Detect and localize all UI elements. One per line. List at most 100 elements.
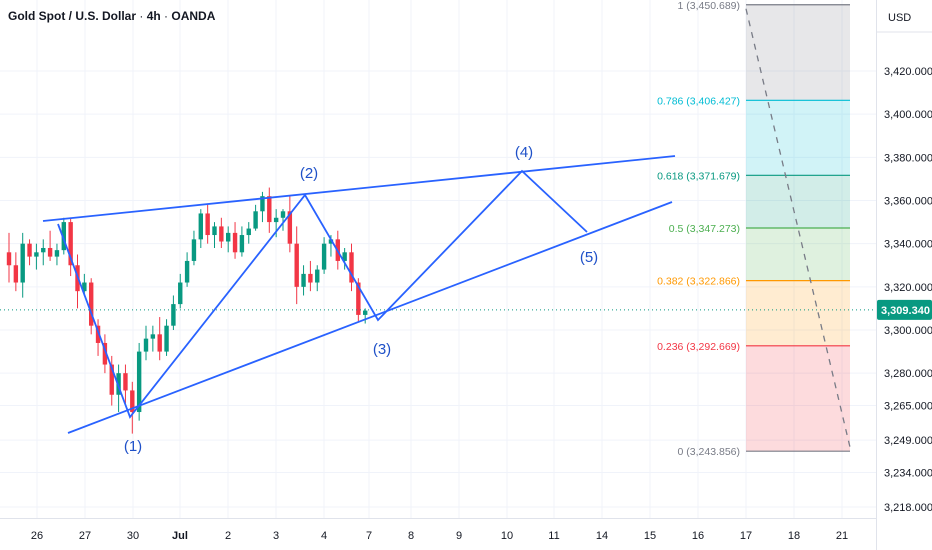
candle xyxy=(109,355,114,406)
time-tick-label: Jul xyxy=(172,530,188,542)
price-tick-label: 3,360.000 xyxy=(884,196,932,208)
fibonacci-retracement[interactable]: 1 (3,450.689) 0.786 (3,406.427) 0.618 (3,3… xyxy=(657,0,851,458)
fib-level-label: 0 (3,243.856) xyxy=(678,446,740,458)
price-tick-label: 3,320.000 xyxy=(884,282,932,294)
price-tick-label: 3,400.000 xyxy=(884,109,932,121)
candle xyxy=(61,217,66,255)
time-tick-label: 9 xyxy=(456,530,462,542)
time-tick-label: 2 xyxy=(225,530,231,542)
candle-body xyxy=(280,211,286,218)
candle xyxy=(157,317,162,361)
candle-body xyxy=(109,364,114,395)
candle xyxy=(150,325,156,352)
time-tick-label: 8 xyxy=(408,530,414,542)
fib-level-label: 0.382 (3,322.866) xyxy=(657,276,740,288)
symbol-name: Gold Spot / U.S. Dollar xyxy=(8,9,137,23)
candle-body xyxy=(20,243,25,283)
price-tick-label: 3,420.000 xyxy=(884,66,932,78)
time-axis[interactable]: 26 27 30 Jul 2 3 4 7 8 9 10 11 14 15 16 17 18 21 xyxy=(0,518,876,550)
candle xyxy=(198,209,203,248)
price-tick-label: 3,265.000 xyxy=(884,401,932,413)
candle xyxy=(294,226,299,305)
price-tick-label: 3,300.000 xyxy=(884,325,932,337)
wave-path xyxy=(57,169,588,419)
candle xyxy=(315,265,320,292)
candle-body xyxy=(239,235,245,253)
candle-body xyxy=(27,243,32,257)
candle xyxy=(219,217,224,248)
candle xyxy=(226,226,231,253)
candle-body xyxy=(164,325,169,352)
candle-body xyxy=(47,247,53,257)
currency-label: USD xyxy=(888,12,911,24)
candle xyxy=(164,319,169,356)
candle-body xyxy=(363,310,368,315)
time-tick-label: 18 xyxy=(788,530,800,542)
time-axis-background xyxy=(0,518,876,550)
wave-label: (2) xyxy=(300,165,318,182)
candle xyxy=(363,308,368,324)
chart-grid xyxy=(0,0,876,518)
fib-level-label: 0.618 (3,371.679) xyxy=(657,170,740,182)
candle xyxy=(191,230,197,266)
candle xyxy=(89,278,94,335)
candle-body xyxy=(54,250,60,257)
candle-body xyxy=(253,211,258,229)
fib-zone xyxy=(746,100,850,176)
candle xyxy=(205,204,210,244)
candle-body xyxy=(13,265,19,283)
time-tick-label: 7 xyxy=(366,530,372,542)
time-tick-label: 27 xyxy=(79,530,91,542)
candle xyxy=(301,265,306,296)
candle-body xyxy=(219,226,224,242)
chart-title: Gold Spot / U.S. Dollar · 4h · OANDA xyxy=(8,9,216,23)
candle-body xyxy=(260,196,265,212)
price-axis[interactable]: USD 3,218.000 3,234.000 3,249.000 3,265.000 3… xyxy=(876,0,932,550)
candle-body xyxy=(184,260,190,283)
candle xyxy=(239,226,245,257)
candle xyxy=(342,247,347,270)
candle xyxy=(184,252,190,287)
time-tick-label: 15 xyxy=(644,530,656,542)
candle-body xyxy=(191,239,197,261)
candle-body xyxy=(95,325,101,343)
candle-body xyxy=(6,252,12,266)
fib-zone xyxy=(746,227,850,281)
last-price-label: 3,309.340 xyxy=(881,305,930,317)
candle xyxy=(102,334,108,374)
time-tick-label: 11 xyxy=(548,530,559,542)
time-tick-label: 3 xyxy=(273,530,279,542)
candle xyxy=(212,222,217,248)
candle xyxy=(246,222,251,244)
wave-label: (5) xyxy=(580,249,598,266)
fib-level-label: 1 (3,450.689) xyxy=(678,0,740,12)
price-tick-label: 3,380.000 xyxy=(884,152,932,164)
candle xyxy=(171,295,176,331)
candle-body xyxy=(246,228,251,236)
price-tick-label: 3,280.000 xyxy=(884,368,932,380)
candle-body xyxy=(157,334,162,352)
candle-body xyxy=(150,334,156,339)
candle-body xyxy=(61,222,66,251)
candle xyxy=(123,364,128,404)
candle xyxy=(20,232,25,298)
candle xyxy=(27,239,32,266)
wave-label: (3) xyxy=(373,341,391,358)
price-tick-label: 3,249.000 xyxy=(884,435,932,447)
candle xyxy=(47,230,53,261)
fib-level-label: 0.786 (3,406.427) xyxy=(657,95,740,107)
candle xyxy=(6,232,12,283)
candle xyxy=(321,237,327,274)
candle-body xyxy=(301,273,306,287)
candle xyxy=(143,325,149,361)
candle-body xyxy=(130,390,135,413)
candle-body xyxy=(68,222,73,266)
candle-body xyxy=(171,304,176,326)
candle xyxy=(178,273,183,309)
time-tick-label: 26 xyxy=(31,530,43,542)
time-tick-label: 21 xyxy=(836,530,848,542)
elliott-wave-drawing[interactable]: (1) (2) (3) (4) (5) xyxy=(42,144,676,455)
time-tick-label: 16 xyxy=(692,530,704,542)
candle xyxy=(13,252,19,292)
